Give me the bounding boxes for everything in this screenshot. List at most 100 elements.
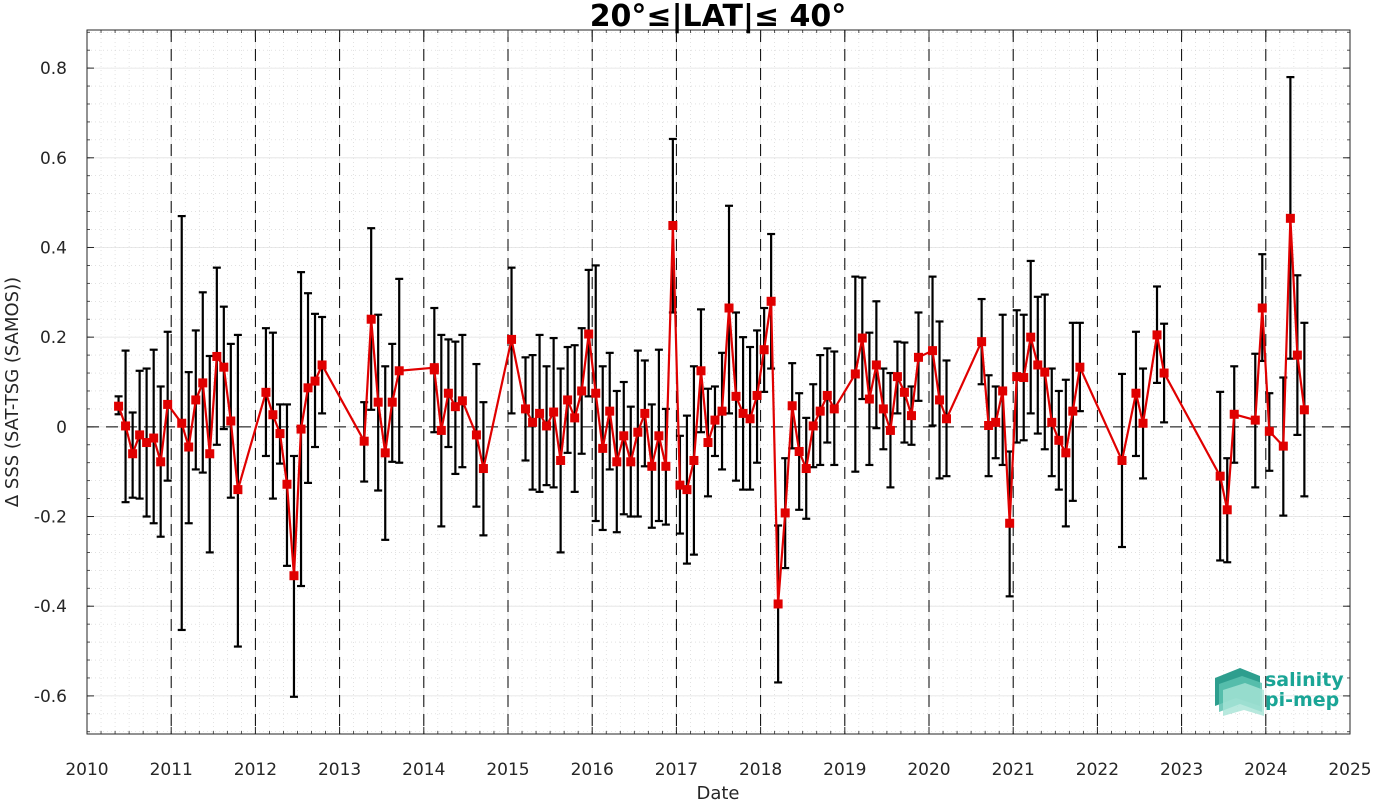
data-point-41 [521, 404, 531, 414]
data-point-40 [507, 334, 517, 344]
y-tick-labels: -0.6 -0.4 -0.2 0 0.2 0.4 0.6 0.8 [34, 59, 67, 707]
data-point-30 [387, 397, 397, 407]
data-point-88 [864, 394, 874, 404]
data-point-72 [738, 408, 748, 418]
y-tick-label: -0.6 [34, 687, 67, 707]
data-point-71 [731, 391, 741, 401]
y-tick-label: 0.4 [40, 238, 67, 258]
x-tick-label: 2018 [739, 760, 782, 780]
data-point-86 [850, 369, 860, 379]
data-point-85 [829, 404, 839, 414]
data-point-47 [563, 395, 573, 405]
x-tick-label: 2014 [402, 760, 445, 780]
y-tick-label: 0.8 [40, 59, 67, 79]
data-point-77 [773, 599, 783, 609]
data-point-84 [822, 390, 832, 400]
data-point-27 [366, 314, 376, 324]
data-point-99 [977, 337, 987, 347]
data-point-52 [598, 443, 608, 453]
data-point-43 [535, 408, 545, 418]
logo-line1: salinity [1265, 669, 1344, 691]
data-point-44 [542, 421, 552, 431]
data-point-29 [380, 448, 390, 458]
data-point-73 [745, 414, 755, 424]
y-axis-label: Δ SSS (SAT-TSG (SAMOS)) [2, 277, 23, 507]
data-point-121 [1229, 409, 1239, 419]
y-tick-label: -0.4 [34, 597, 67, 617]
data-point-18 [268, 410, 278, 420]
data-point-117 [1152, 330, 1162, 340]
y-tick-label: 0.2 [40, 328, 67, 348]
data-point-17 [261, 387, 271, 397]
x-tick-label: 2017 [655, 760, 698, 780]
data-point-2 [128, 449, 138, 459]
data-point-91 [885, 425, 895, 435]
x-tick-label: 2024 [1244, 760, 1287, 780]
data-point-48 [570, 413, 580, 423]
series-markers [114, 213, 1309, 609]
data-point-78 [780, 508, 790, 518]
x-tick-label: 2012 [234, 760, 277, 780]
data-point-20 [282, 479, 292, 489]
data-point-127 [1292, 350, 1302, 360]
data-point-25 [317, 360, 327, 370]
data-point-64 [682, 485, 692, 495]
x-tick-label: 2019 [823, 760, 866, 780]
x-tick-labels: 2010 2011 2012 2013 2014 2015 2016 2017 2018 2019… [65, 760, 1371, 780]
data-point-118 [1159, 368, 1169, 378]
data-point-42 [528, 417, 538, 427]
data-point-122 [1250, 415, 1260, 425]
data-point-55 [619, 431, 629, 441]
data-point-38 [471, 430, 481, 440]
data-point-35 [443, 388, 453, 398]
data-point-81 [801, 464, 811, 474]
data-point-51 [591, 388, 601, 398]
data-point-102 [998, 386, 1008, 396]
data-point-13 [212, 351, 222, 361]
data-point-75 [759, 345, 769, 355]
data-point-101 [991, 417, 1001, 427]
data-point-120 [1222, 505, 1232, 515]
x-tick-label: 2016 [571, 760, 614, 780]
data-point-87 [857, 333, 867, 343]
data-point-89 [871, 360, 881, 370]
data-point-3 [135, 430, 145, 440]
data-point-69 [717, 406, 727, 416]
data-point-116 [1138, 418, 1148, 428]
data-point-115 [1131, 388, 1141, 398]
data-point-114 [1117, 455, 1127, 465]
data-point-74 [752, 390, 762, 400]
data-point-108 [1040, 367, 1050, 377]
data-point-39 [478, 464, 488, 474]
x-tick-label: 2023 [1160, 760, 1203, 780]
y-tick-label: 0 [56, 418, 67, 438]
x-tick-label: 2025 [1328, 760, 1371, 780]
data-point-21 [289, 571, 299, 581]
data-point-10 [191, 395, 201, 405]
data-point-76 [766, 296, 776, 306]
data-point-58 [640, 408, 650, 418]
x-tick-label: 2022 [1076, 760, 1119, 780]
x-tick-label: 2021 [992, 760, 1035, 780]
data-point-97 [935, 395, 945, 405]
data-point-56 [626, 457, 636, 467]
data-point-24 [310, 376, 320, 386]
data-point-125 [1278, 441, 1288, 451]
data-point-79 [787, 401, 797, 411]
data-point-12 [205, 449, 215, 459]
data-point-65 [689, 455, 699, 465]
data-point-23 [303, 383, 313, 393]
data-point-8 [177, 418, 187, 428]
data-point-83 [815, 406, 825, 416]
data-point-126 [1285, 213, 1295, 223]
x-axis-label: Date [696, 783, 739, 801]
data-point-1 [121, 421, 131, 431]
data-point-37 [457, 396, 467, 406]
data-point-53 [605, 406, 615, 416]
logo-line2: pi-mep [1265, 689, 1339, 711]
data-point-95 [913, 352, 923, 362]
data-point-68 [710, 415, 720, 425]
x-tick-label: 2020 [907, 760, 950, 780]
data-point-93 [899, 387, 909, 397]
